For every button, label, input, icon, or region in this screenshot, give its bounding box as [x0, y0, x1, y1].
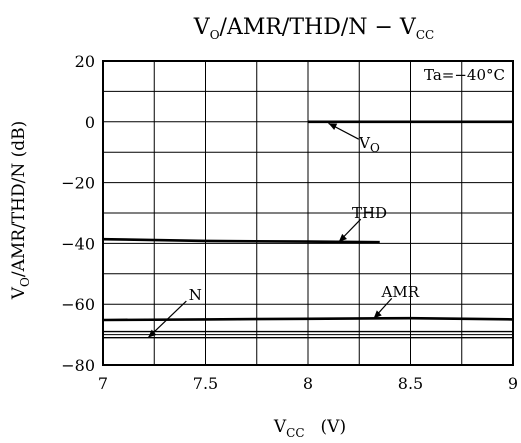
x-tick-label: 9 [508, 374, 518, 393]
series-label-n: N [189, 286, 202, 304]
x-tick-label: 8 [303, 374, 313, 393]
y-tick-label: −60 [61, 295, 95, 314]
y-tick-label: −20 [61, 174, 95, 193]
y-tick-label: 20 [75, 52, 95, 71]
x-tick-label: 8.5 [398, 374, 423, 393]
y-tick-label: 0 [85, 113, 95, 132]
condition-label: Ta=−40°C [424, 66, 505, 84]
series-layer [102, 120, 514, 339]
series-label-amr: AMR [381, 283, 420, 301]
annotation-leader-n [147, 300, 187, 339]
plot-frame [102, 60, 514, 366]
series-label-vo: VO [358, 134, 380, 155]
tick-labels: 7 7.5 8 8.5 9 20 0 −20 −40 −60 −80 [61, 52, 518, 393]
x-tick-label: 7.5 [193, 374, 218, 393]
annotation-arrowhead-thd [338, 233, 347, 242]
y-tick-label: −40 [61, 234, 95, 253]
chart-title: VO/AMR/THD/N − VCC [193, 15, 434, 42]
x-axis-label: VCC (V) [273, 417, 346, 440]
x-tick-label: 7 [98, 374, 108, 393]
series-line-thd [102, 237, 380, 244]
series-line-amr [102, 316, 514, 322]
series-label-thd: THD [352, 204, 387, 222]
grid-lines [103, 61, 513, 365]
y-axis-label: VO/AMR/THD/N (dB) [9, 121, 32, 301]
annotation-arrowhead-n [148, 329, 157, 338]
annotation-arrowhead-vo [328, 123, 338, 130]
annotation-layer: VO THD AMR N [147, 122, 420, 339]
y-tick-label: −80 [61, 356, 95, 375]
annotation-arrowhead-amr [373, 310, 382, 319]
